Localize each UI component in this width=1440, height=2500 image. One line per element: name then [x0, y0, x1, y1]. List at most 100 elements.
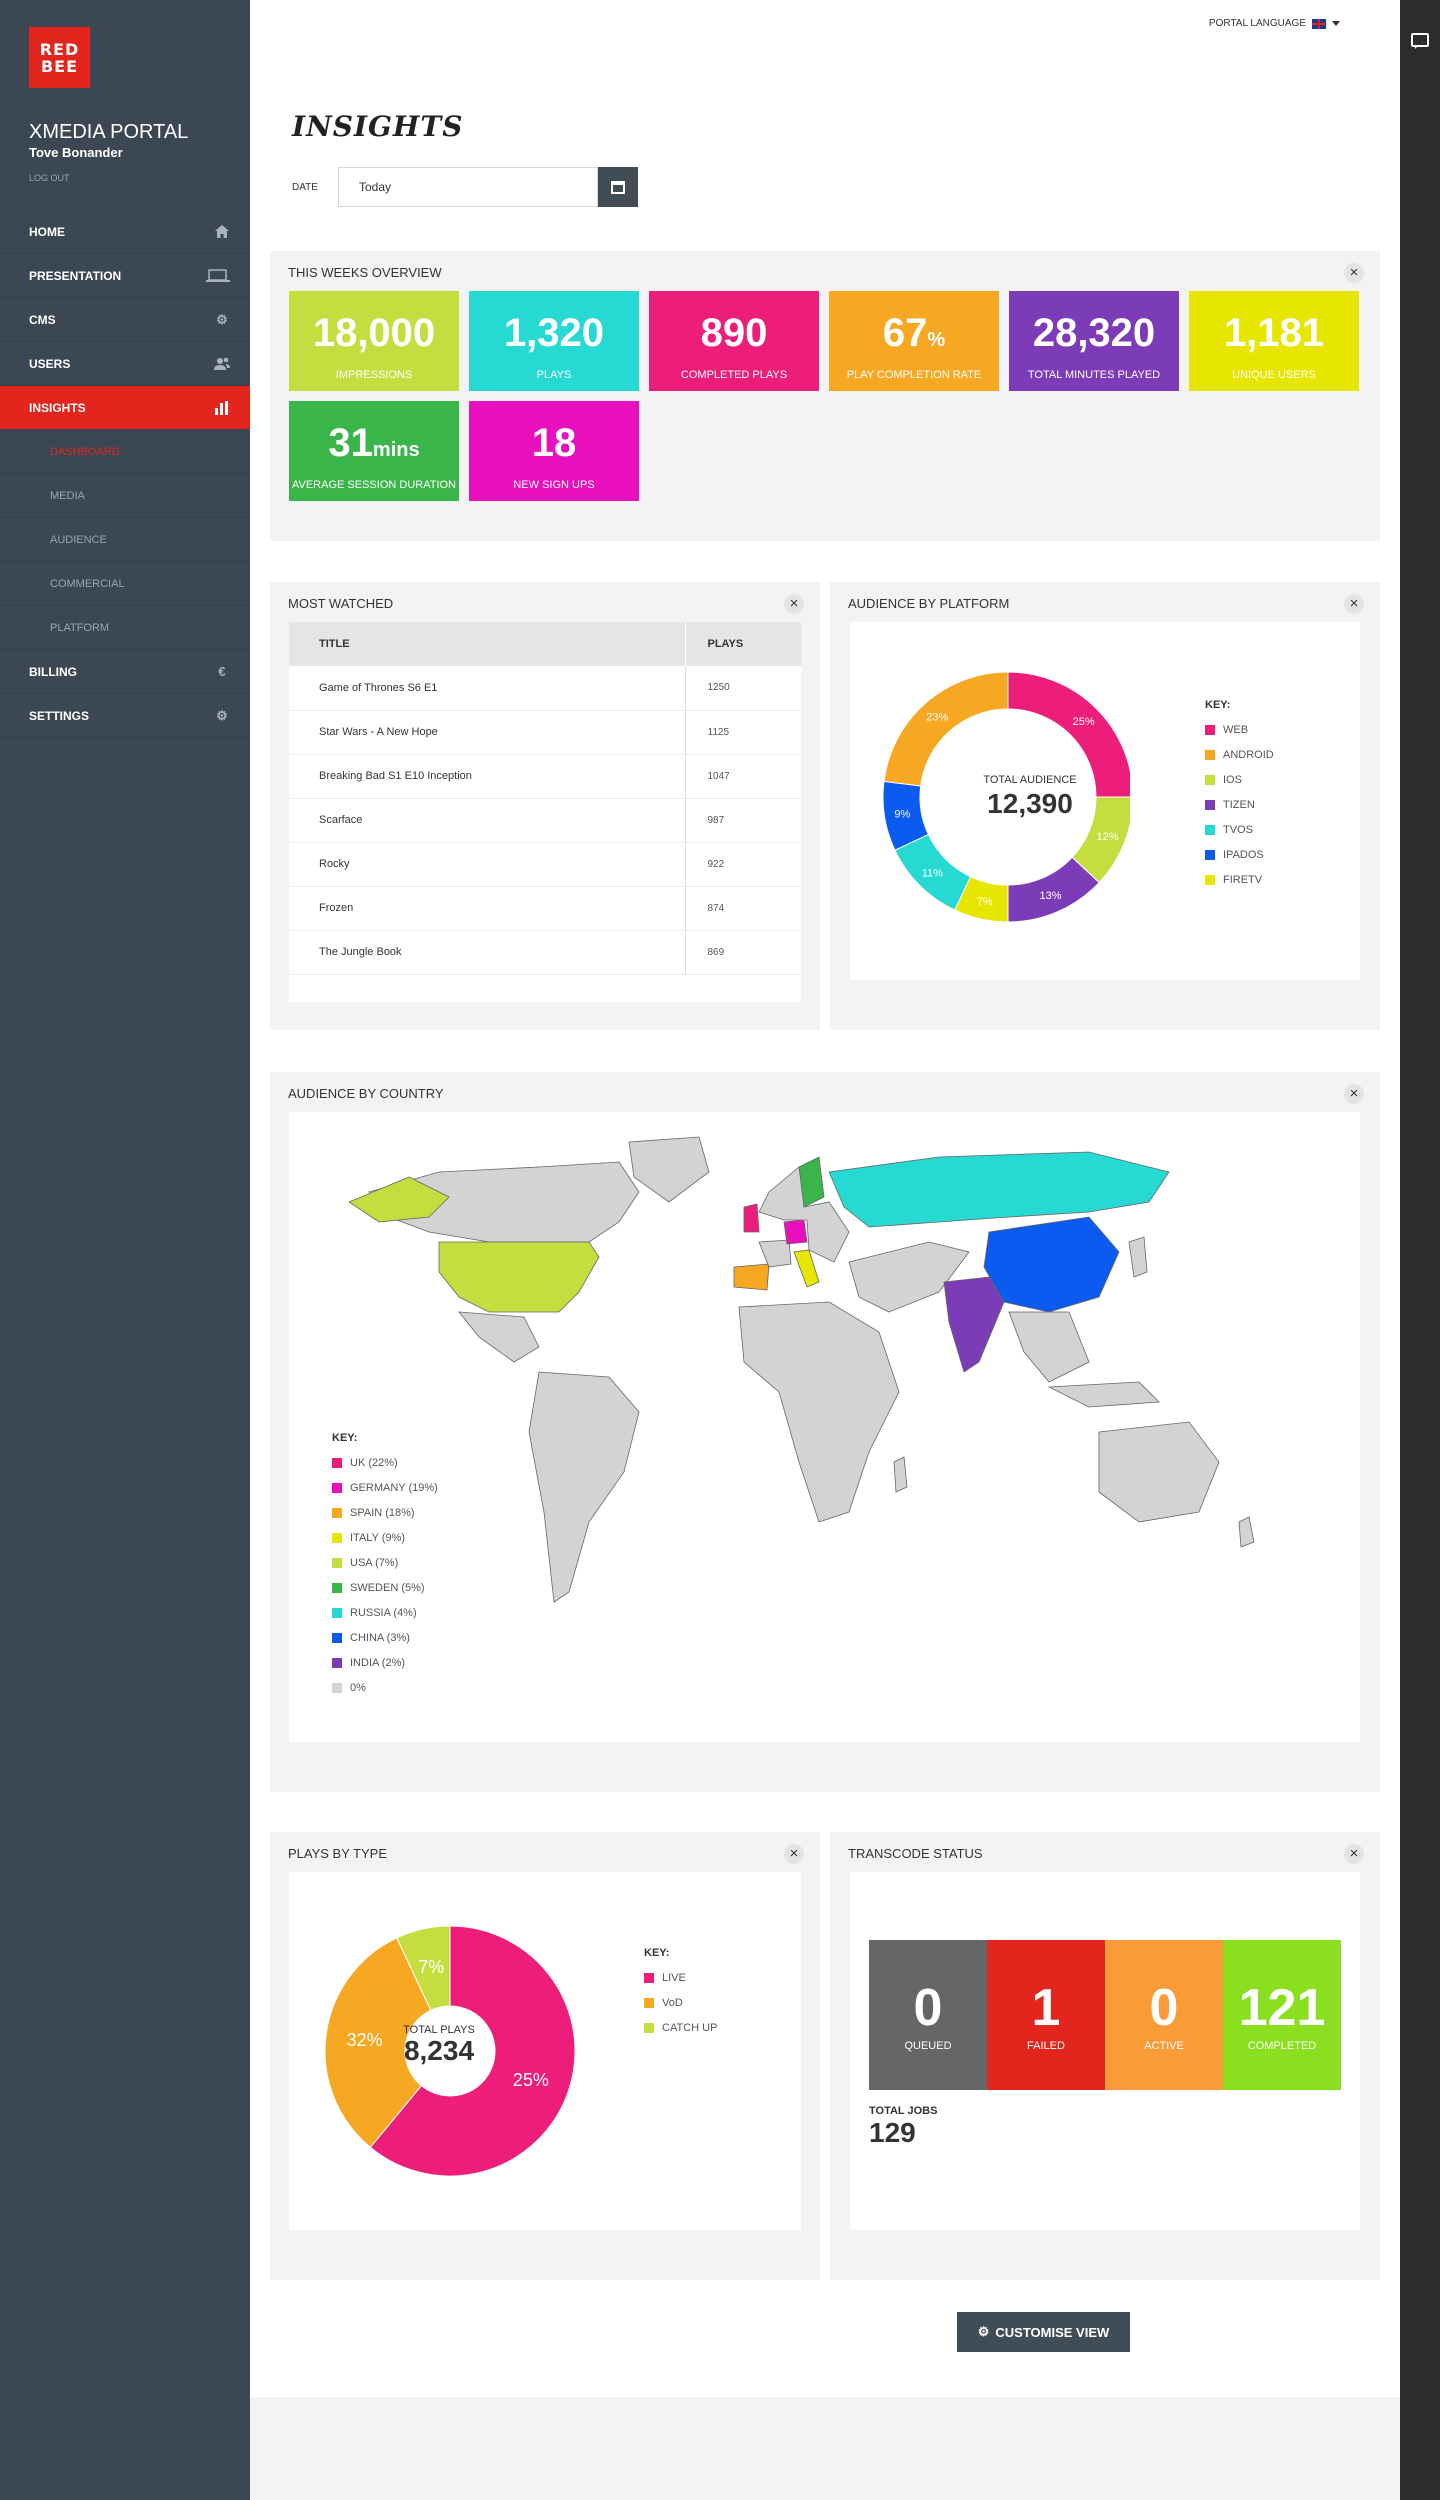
- transcode-tile[interactable]: 0 QUEUED: [869, 1940, 987, 2090]
- chart-slice[interactable]: [883, 671, 1009, 787]
- sidebar-item-cms[interactable]: CMS ⚙: [0, 298, 250, 342]
- chart-slice[interactable]: [324, 1937, 432, 2149]
- stat-tile[interactable]: 18,000 IMPRESSIONS: [289, 291, 459, 391]
- chart-slice[interactable]: [369, 1925, 576, 2177]
- close-icon[interactable]: ×: [1344, 1084, 1364, 1104]
- stat-tile[interactable]: 67% PLAY COMPLETION RATE: [829, 291, 999, 391]
- sidebar-item-billing[interactable]: BILLING €: [0, 650, 250, 694]
- stat-tile[interactable]: 18 NEW SIGN UPS: [469, 401, 639, 501]
- uk-flag-icon: [1312, 18, 1326, 29]
- stat-label: PLAYS: [536, 369, 572, 381]
- stat-tile[interactable]: 1,181 UNIQUE USERS: [1189, 291, 1359, 391]
- logo-text-top: RED: [39, 39, 80, 59]
- transcode-tile[interactable]: 1 FAILED: [987, 1940, 1105, 2090]
- transcode-label: COMPLETED: [1247, 2040, 1317, 2052]
- plays-by-type-chart: 25% 32% 7%: [324, 1925, 576, 2177]
- map-madagascar: [893, 1456, 908, 1493]
- map-indonesia: [1047, 1381, 1160, 1408]
- chart-slice[interactable]: [1007, 671, 1130, 798]
- map-middle-east: [848, 1241, 970, 1313]
- platform-donut-chart: 25% 12% 13% 7% 11% 9% 23%: [882, 671, 1130, 923]
- page-title: INSIGHTS: [292, 110, 464, 143]
- key-item: 0%: [332, 1675, 438, 1700]
- logout-link[interactable]: LOG OUT: [29, 173, 70, 183]
- table-row[interactable]: The Jungle Book 869: [289, 930, 801, 975]
- map-china: [983, 1216, 1120, 1313]
- date-input[interactable]: [338, 167, 598, 207]
- most-watched-card: TITLE PLAYS Game of Thrones S6 E1 1250 Sta…: [289, 622, 801, 1002]
- row-plays: 869: [684, 930, 801, 975]
- plays-by-type-title: PLAYS BY TYPE: [288, 1846, 387, 1861]
- close-icon[interactable]: ×: [1344, 594, 1364, 614]
- stat-label: COMPLETED PLAYS: [680, 369, 788, 381]
- stat-tile[interactable]: 28,320 TOTAL MINUTES PLAYED: [1009, 291, 1179, 391]
- country-key: KEY: UK (22%) GERMANY (19%) SPAIN (18%) ITAL…: [332, 1432, 438, 1700]
- close-icon[interactable]: ×: [784, 594, 804, 614]
- customise-view-button[interactable]: ⚙ CUSTOMISE VIEW: [957, 2312, 1130, 2352]
- table-row[interactable]: Scarface 987: [289, 798, 801, 843]
- key-title: KEY:: [1205, 699, 1231, 711]
- stat-tile[interactable]: 31mins AVERAGE SESSION DURATION: [289, 401, 459, 501]
- transcode-tile[interactable]: 121 COMPLETED: [1223, 1940, 1341, 2090]
- key-item: USA (7%): [332, 1550, 438, 1575]
- sidebar-subitem-audience[interactable]: AUDIENCE: [0, 518, 250, 562]
- transcode-tile[interactable]: 0 ACTIVE: [1105, 1940, 1223, 2090]
- stat-tile[interactable]: 1,320 PLAYS: [469, 291, 639, 391]
- close-icon[interactable]: ×: [1344, 263, 1364, 283]
- sidebar-item-presentation[interactable]: PRESENTATION: [0, 254, 250, 298]
- close-icon[interactable]: ×: [1344, 1844, 1364, 1864]
- column-header-title[interactable]: TITLE: [289, 622, 685, 666]
- key-label: SWEDEN (5%): [350, 1581, 425, 1594]
- map-new-zealand: [1238, 1516, 1255, 1548]
- close-icon[interactable]: ×: [784, 1844, 804, 1864]
- map-france: [758, 1239, 792, 1268]
- column-header-plays[interactable]: PLAYS: [684, 622, 801, 666]
- row-plays: 874: [684, 886, 801, 931]
- redbee-logo[interactable]: RED BEE: [29, 27, 90, 88]
- key-item: IPADOS: [1205, 842, 1274, 867]
- sidebar-item-home[interactable]: HOME: [0, 210, 250, 254]
- sidebar-item-settings[interactable]: SETTINGS ⚙: [0, 694, 250, 738]
- map-mexico: [458, 1311, 540, 1363]
- key-item: LIVE: [644, 1965, 717, 1990]
- transcode-label: ACTIVE: [1144, 2040, 1184, 2052]
- calendar-button[interactable]: [598, 167, 638, 207]
- transcode-value: 121: [1238, 1979, 1326, 2037]
- portal-name: XMEDIA PORTAL: [29, 121, 189, 143]
- table-row[interactable]: Rocky 922: [289, 842, 801, 887]
- table-row[interactable]: Star Wars - A New Hope 1125: [289, 710, 801, 755]
- key-item: SPAIN (18%): [332, 1500, 438, 1525]
- key-item: CHINA (3%): [332, 1625, 438, 1650]
- stat-label: AVERAGE SESSION DURATION: [291, 479, 456, 491]
- slice-label: 25%: [513, 2070, 549, 2090]
- chat-icon[interactable]: [1411, 33, 1429, 49]
- transcode-label: QUEUED: [904, 2040, 952, 2052]
- sidebar-subitem-platform[interactable]: PLATFORM: [0, 606, 250, 650]
- sidebar-subitem-media[interactable]: MEDIA: [0, 474, 250, 518]
- euro-icon: €: [218, 664, 226, 679]
- stat-tile[interactable]: 890 COMPLETED PLAYS: [649, 291, 819, 391]
- chart-slice[interactable]: [396, 1925, 451, 2011]
- transcode-card: 0 QUEUED 1 FAILED 0 ACTIVE 121 COMPLETED TOTAL …: [850, 1872, 1360, 2230]
- portal-language-selector[interactable]: PORTAL LANGUAGE: [1209, 18, 1340, 29]
- table-row[interactable]: Frozen 874: [289, 886, 801, 931]
- map-japan: [1128, 1236, 1148, 1278]
- key-item: FIRETV: [1205, 867, 1274, 892]
- total-jobs-label: TOTAL JOBS: [869, 2105, 938, 2117]
- sidebar-item-users[interactable]: USERS: [0, 342, 250, 386]
- key-label: ITALY (9%): [350, 1531, 406, 1544]
- sidebar-item-insights[interactable]: INSIGHTS: [0, 386, 250, 430]
- table-header-row: TITLE PLAYS: [289, 622, 801, 666]
- table-row[interactable]: Game of Thrones S6 E1 1250: [289, 666, 801, 711]
- slice-label: 7%: [418, 1957, 444, 1977]
- table-row[interactable]: Breaking Bad S1 E10 Inception 1047: [289, 754, 801, 799]
- most-watched-panel: MOST WATCHED × TITLE PLAYS Game of Thron…: [270, 582, 820, 1030]
- sidebar-item-label: SETTINGS: [29, 708, 90, 723]
- sidebar-subitem-dashboard[interactable]: DASHBOARD: [0, 430, 250, 474]
- slice-label: 13%: [1039, 890, 1061, 902]
- key-swatch: [1205, 799, 1215, 810]
- calendar-icon: [611, 180, 625, 194]
- row-plays: 1125: [684, 710, 801, 755]
- sidebar-subitem-commercial[interactable]: COMMERCIAL: [0, 562, 250, 606]
- logo-text-bottom: BEE: [40, 56, 79, 76]
